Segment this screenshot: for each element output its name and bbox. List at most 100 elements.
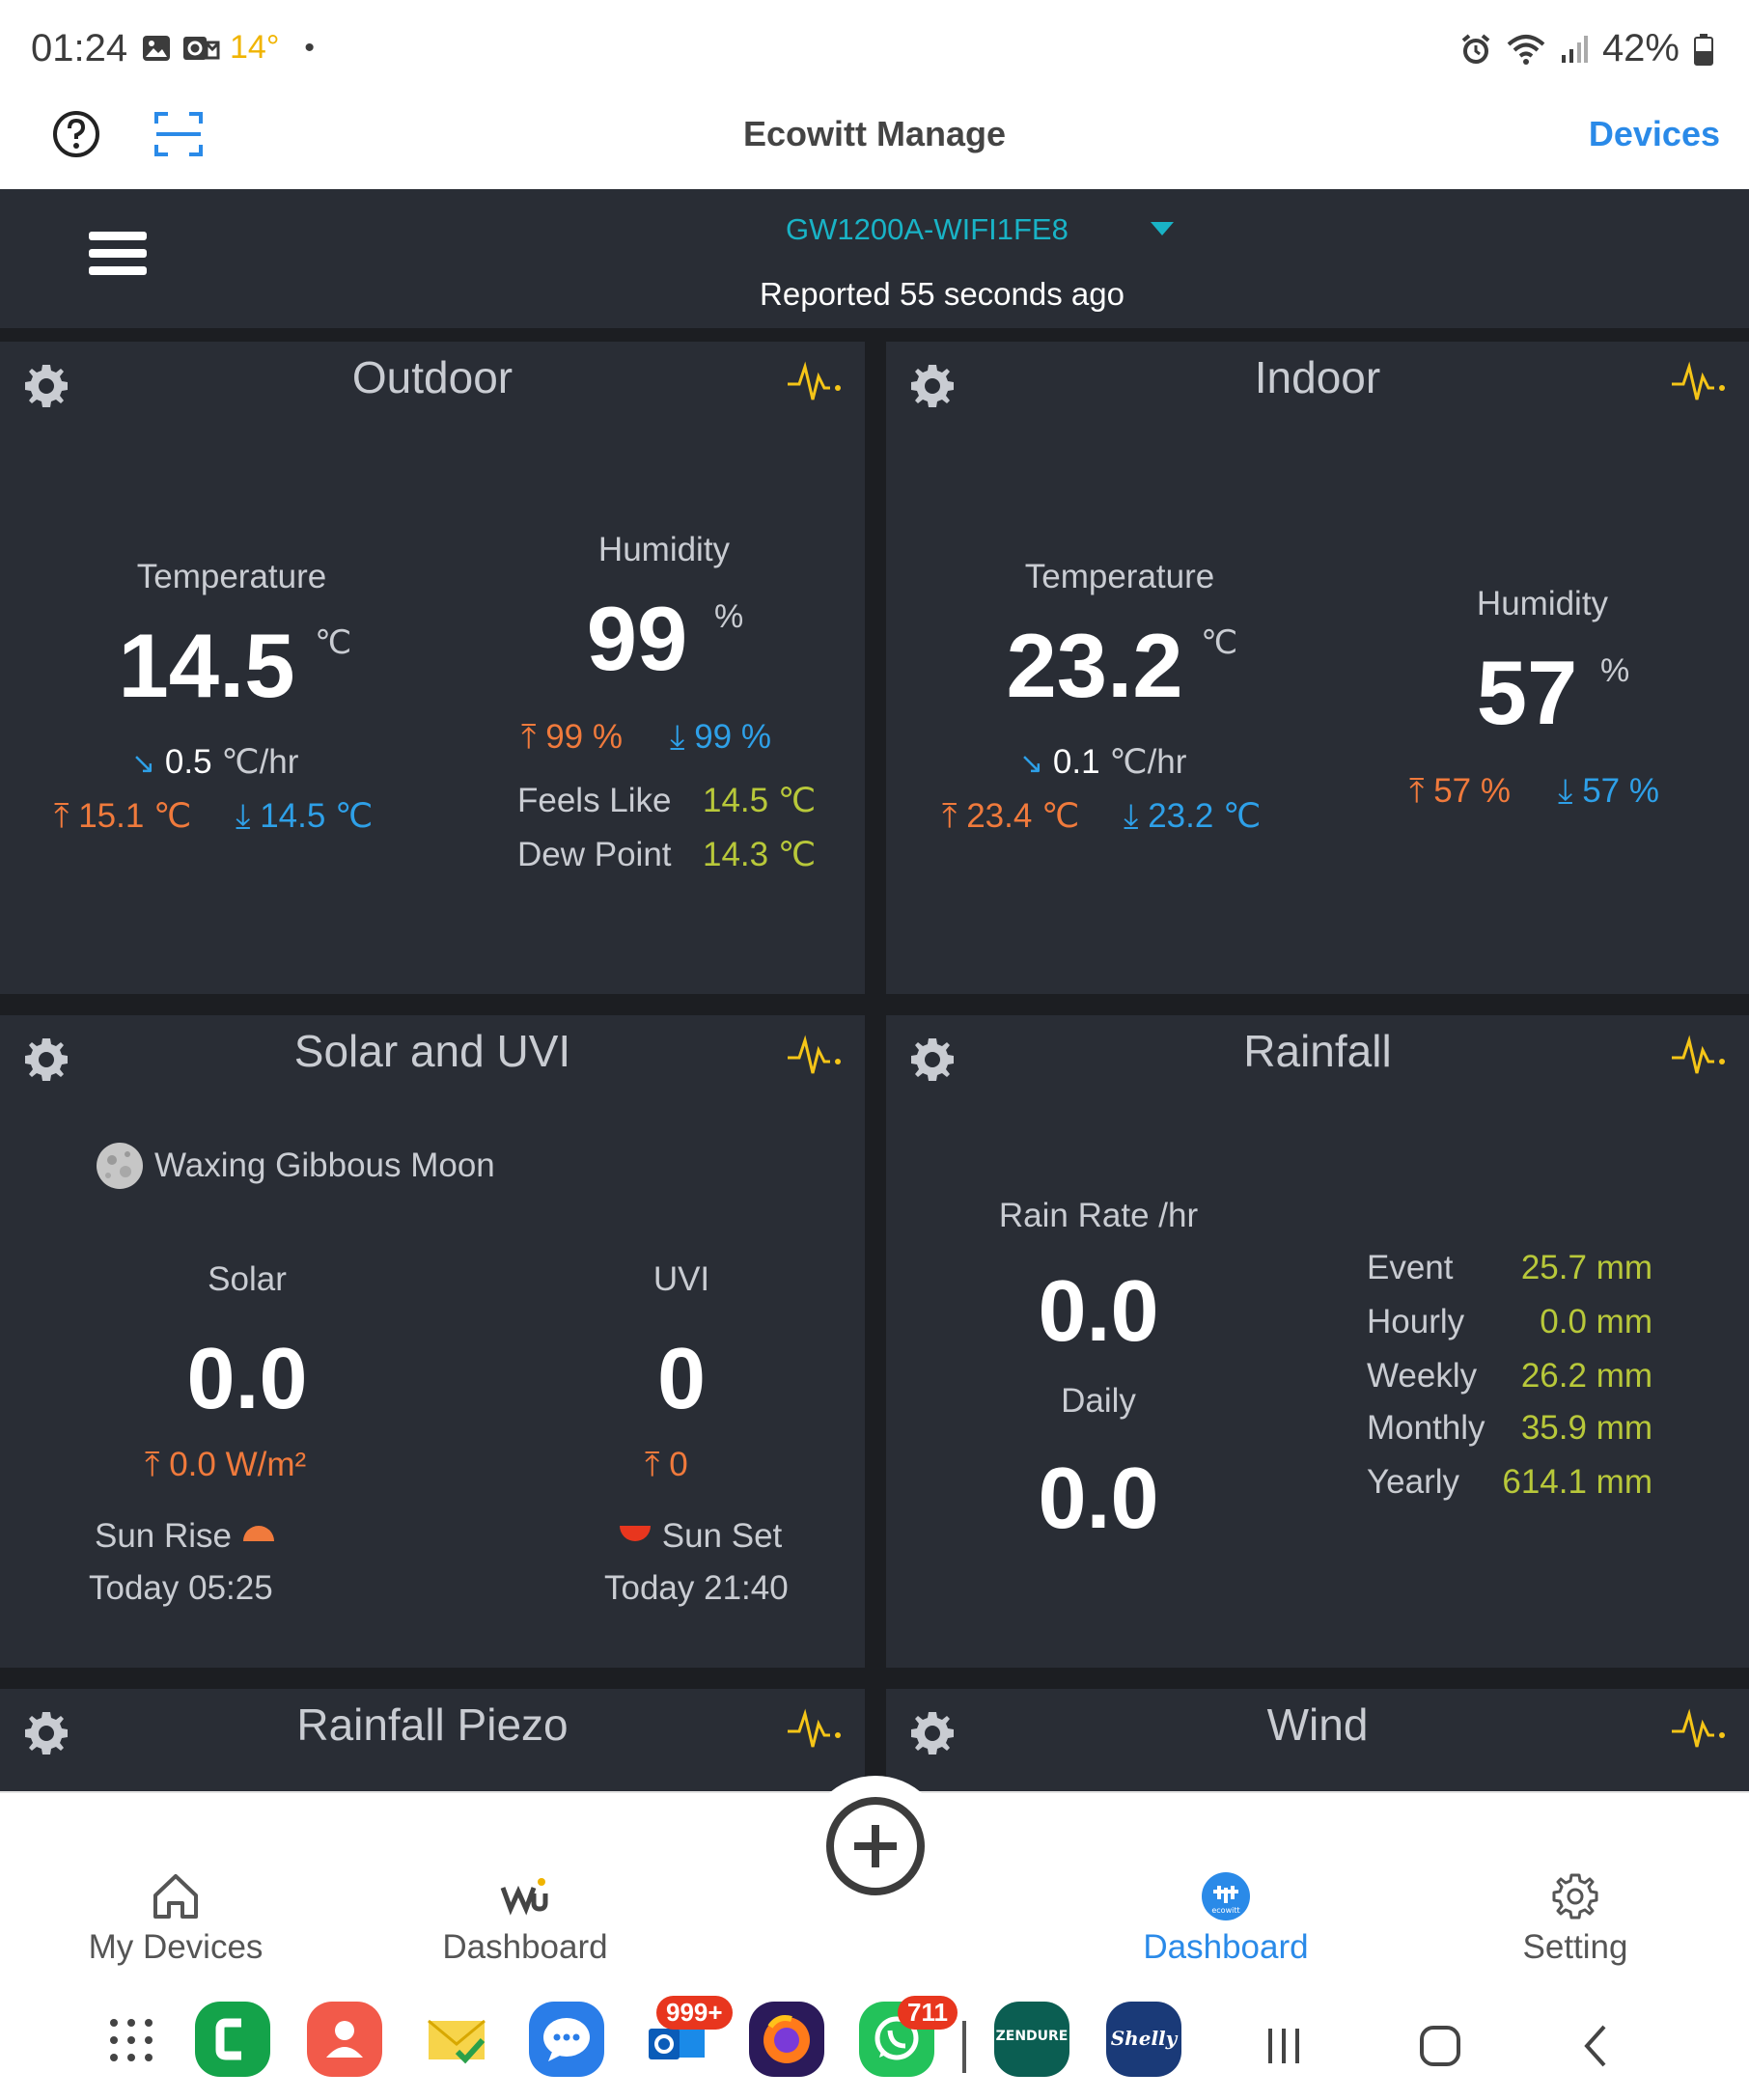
temperature-high: 23.4 ℃	[966, 797, 1080, 835]
pulse-chart-icon[interactable]	[786, 353, 844, 407]
humidity-unit: %	[714, 598, 744, 635]
add-button[interactable]	[805, 1776, 946, 1917]
outdoor-card: Outdoor Temperature 14.5 ℃ ↘ 0.5 ℃/hr ⤒ …	[0, 342, 865, 994]
dew-point-label: Dew Point	[517, 836, 672, 873]
card-title: Indoor	[1254, 352, 1381, 402]
help-icon[interactable]	[50, 108, 102, 160]
sunrise-time: Today 05:25	[89, 1569, 273, 1607]
rain-rate-label: Rain Rate /hr	[998, 1197, 1199, 1234]
status-time: 01:24	[31, 27, 128, 69]
wunderground-icon	[500, 1878, 548, 1916]
rain-rate-value: 0.0	[1038, 1263, 1159, 1360]
firefox-app-icon[interactable]	[749, 2002, 824, 2077]
arrow-up-icon: ⤒	[1409, 772, 1434, 810]
zendure-app-icon[interactable]: ZENDURE	[994, 2002, 1069, 2077]
temperature-unit: ℃	[315, 624, 352, 661]
home-icon	[153, 1874, 198, 1919]
shelly-app-icon[interactable]: Shelly	[1106, 2002, 1181, 2077]
uvi-high: 0	[669, 1446, 688, 1483]
humidity-value: 99	[586, 588, 688, 689]
gear-icon[interactable]	[905, 1033, 959, 1087]
pulse-chart-icon[interactable]	[1670, 353, 1728, 407]
uvi-label: UVI	[652, 1260, 710, 1298]
pulse-chart-icon[interactable]	[786, 1700, 844, 1755]
outlook-status-icon	[183, 36, 220, 60]
contacts-app-icon[interactable]	[307, 2002, 382, 2077]
trend-down-icon: ↘	[131, 748, 156, 780]
humidity-label: Humidity	[597, 531, 731, 568]
nav-label: Setting	[1522, 1928, 1628, 1966]
rain-event-value: 25.7 mm	[1520, 1249, 1652, 1286]
solar-high: 0.0 W/m²	[169, 1446, 307, 1483]
moon-icon	[97, 1143, 143, 1189]
temperature-value: 14.5	[118, 615, 295, 716]
pulse-chart-icon[interactable]	[1670, 1700, 1728, 1755]
pulse-chart-icon[interactable]	[786, 1027, 844, 1081]
plus-icon	[826, 1797, 925, 1895]
home-button[interactable]	[1417, 2023, 1463, 2069]
humidity-high: 99 %	[545, 718, 623, 756]
card-title: Rainfall Piezo	[296, 1699, 569, 1750]
gear-icon[interactable]	[19, 359, 73, 413]
wifi-icon	[1507, 34, 1545, 65]
device-selector[interactable]: GW1200A-WIFI1FE8	[786, 212, 1069, 246]
app-drawer-icon[interactable]	[104, 2013, 158, 2067]
card-title: Rainfall	[1243, 1026, 1392, 1076]
solar-uvi-card: Solar and UVI Waxing Gibbous Moon Solar …	[0, 1015, 865, 1668]
wind-card: Wind	[886, 1689, 1749, 1791]
arrow-down-icon: ⤓	[236, 797, 261, 835]
rain-yearly-label: Yearly	[1367, 1463, 1459, 1501]
arrow-down-icon: ⤓	[1124, 797, 1149, 835]
rain-weekly-label: Weekly	[1367, 1357, 1478, 1395]
temperature-value: 23.2	[1006, 615, 1183, 716]
sunrise-icon	[242, 1526, 274, 1541]
gear-icon[interactable]	[905, 1706, 959, 1760]
temperature-trend: 0.5	[164, 743, 212, 781]
phone-app-icon[interactable]	[195, 2002, 270, 2077]
nav-label: Dashboard	[442, 1928, 608, 1966]
nav-ecowitt-dashboard[interactable]: ecowitt Dashboard	[1081, 1870, 1371, 1967]
temperature-label: Temperature	[136, 558, 327, 595]
rain-hourly-value: 0.0 mm	[1540, 1303, 1652, 1340]
notification-dot: •	[304, 31, 315, 64]
mail-app-icon[interactable]	[419, 2002, 494, 2077]
rain-event-label: Event	[1367, 1249, 1454, 1286]
android-dock: 999+ 711 ZENDURE Shelly	[0, 1984, 1749, 2100]
scan-icon[interactable]	[153, 108, 205, 160]
status-bar: 01:24 14° • 42%	[0, 0, 1749, 97]
weather-temp: 14°	[230, 29, 280, 66]
recent-apps-button[interactable]	[1261, 2023, 1307, 2069]
dock-divider	[962, 2021, 966, 2073]
rain-weekly-value: 26.2 mm	[1520, 1357, 1652, 1395]
arrow-up-icon: ⤒	[521, 718, 546, 756]
gear-icon[interactable]	[905, 359, 959, 413]
rainfall-piezo-card: Rainfall Piezo	[0, 1689, 865, 1791]
gear-icon[interactable]	[19, 1033, 73, 1087]
app-bar: Ecowitt Manage Devices	[0, 97, 1749, 189]
arrow-down-icon: ⤓	[1558, 772, 1583, 810]
nav-wu-dashboard[interactable]: Dashboard	[380, 1870, 670, 1967]
sunrise-label: Sun Rise	[95, 1517, 233, 1555]
nav-my-devices[interactable]: My Devices	[31, 1870, 320, 1967]
messages-app-icon[interactable]	[529, 2002, 604, 2077]
temperature-trend-unit: ℃/hr	[221, 743, 299, 781]
battery-percent: 42%	[1601, 27, 1680, 69]
solar-value: 0.0	[186, 1331, 308, 1427]
card-title: Solar and UVI	[293, 1026, 571, 1076]
nav-setting[interactable]: Setting	[1430, 1870, 1720, 1967]
temperature-low: 23.2 ℃	[1148, 797, 1262, 835]
arrow-up-icon: ⤒	[942, 797, 967, 835]
pulse-chart-icon[interactable]	[1670, 1027, 1728, 1081]
chevron-down-icon[interactable]	[1151, 222, 1174, 235]
alarm-icon	[1461, 33, 1490, 64]
settings-icon	[1552, 1873, 1598, 1920]
sunset-label: Sun Set	[661, 1517, 783, 1555]
menu-icon[interactable]	[89, 232, 147, 282]
gear-icon[interactable]	[19, 1706, 73, 1760]
humidity-value: 57	[1476, 642, 1578, 743]
signal-icon	[1561, 35, 1588, 63]
back-button[interactable]	[1573, 2023, 1620, 2069]
devices-link[interactable]: Devices	[1588, 114, 1720, 153]
feels-like-label: Feels Like	[517, 782, 672, 819]
humidity-label: Humidity	[1476, 585, 1609, 622]
